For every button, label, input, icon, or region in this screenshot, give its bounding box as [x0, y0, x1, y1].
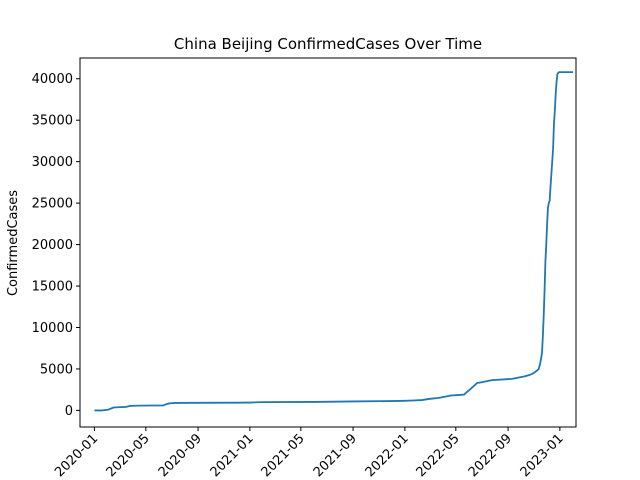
y-tick-label: 20000	[32, 238, 73, 253]
series-line-0	[94, 71, 574, 412]
y-tick-label: 35000	[32, 114, 73, 129]
x-tick-label: 2021-05	[259, 431, 308, 480]
x-tick-label: 2020-01	[52, 431, 101, 480]
plot-frame	[79, 57, 577, 428]
y-tick-label: 10000	[32, 321, 73, 336]
y-tick-label: 25000	[32, 197, 73, 212]
y-axis-title: ConfirmedCases	[6, 190, 21, 296]
x-tick-label: 2022-01	[363, 431, 412, 480]
x-tick-label: 2023-01	[518, 431, 567, 480]
chart-title: China Beijing ConfirmedCases Over Time	[174, 35, 482, 53]
plot-area	[79, 57, 577, 428]
y-tick-label: 40000	[32, 72, 73, 87]
x-tick-label: 2020-05	[104, 431, 153, 480]
y-tick-label: 30000	[32, 155, 73, 170]
x-tick-label: 2021-01	[208, 431, 257, 480]
y-tick-label: 0	[65, 404, 73, 419]
y-tick-label: 15000	[32, 280, 73, 295]
x-tick-label: 2020-09	[156, 431, 205, 480]
y-axis: 0 5000 10000 15000 20000 25000 30000 35000 40000	[32, 72, 80, 419]
y-tick-label: 5000	[40, 362, 73, 377]
x-axis: 2020-01 2020-05 2020-09 2021-01 2021-05 2021-…	[52, 427, 567, 480]
x-tick-label: 2022-05	[414, 431, 463, 480]
x-tick-label: 2021-09	[311, 431, 360, 480]
x-tick-label: 2022-09	[466, 431, 515, 480]
